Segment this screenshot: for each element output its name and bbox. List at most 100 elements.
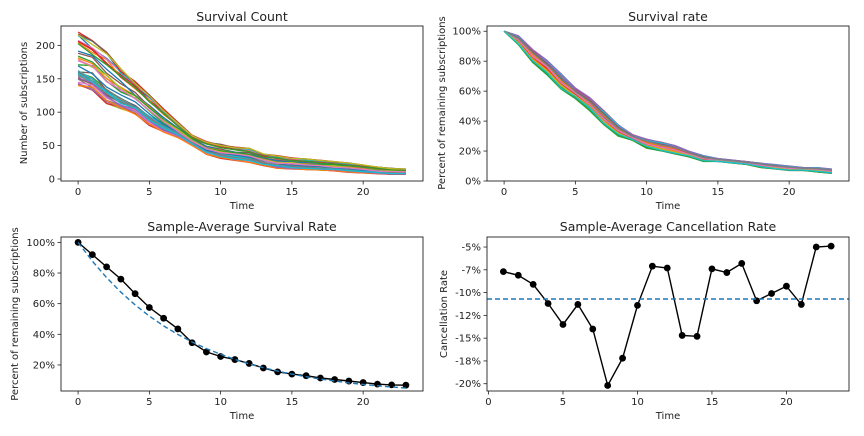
x-tick-label: 10 [631,397,644,408]
data-point [245,360,253,367]
panel-sample-average-cancellation-rate: Sample-Average Cancellation Rate 0 5 10 15 2… [439,219,850,422]
y-axis-label: Percent of remaining subscriptions [437,16,448,190]
y-tick-label: -15% [455,334,481,345]
series-line [77,65,406,174]
data-point [768,290,775,297]
data-point [708,265,716,273]
x-axis: 0 5 10 15 20 [501,181,796,198]
data-point [231,356,239,363]
x-tick-label: 0 [75,187,81,198]
x-tick-label: 15 [712,187,725,198]
data-point [738,260,746,267]
data-point [160,314,168,322]
x-axis: 0 5 10 15 20 [75,181,370,198]
panel-survival-rate: Survival rate 0 5 10 15 20 0% 20% 40% 60% 80% 100… [437,9,850,212]
y-tick-label: -10% [455,288,481,299]
x-tick-label: 0 [485,397,491,408]
data-point [88,251,96,259]
x-axis-label: Time [655,411,680,422]
y-tick-label: 80% [33,269,55,280]
series-line [78,84,406,175]
y-tick-label: 60% [459,87,481,98]
plot-frame [486,25,850,182]
data-point [604,382,612,389]
y-tick-label: 40% [459,117,481,128]
plot-frame [60,25,424,182]
x-tick-label: 5 [560,397,566,408]
x-tick-label: 10 [214,397,227,408]
x-tick-label: 0 [501,187,507,198]
chart-title: Survival rate [628,9,708,24]
data-point [514,271,522,279]
series-line [77,241,406,386]
y-tick-label: 50 [42,141,55,152]
x-tick-label: 10 [214,187,227,198]
chart-title: Sample-Average Survival Rate [147,219,337,234]
y-axis: -20% -18% -15% -12% -10% -7% -5% [455,243,487,390]
x-tick-label: 5 [572,187,578,198]
chart-title: Sample-Average Cancellation Rate [560,219,777,234]
x-tick-label: 20 [783,187,796,198]
series-line [77,70,406,174]
x-tick-label: 5 [146,397,152,408]
data-point [499,268,507,276]
data-point [559,321,567,328]
series-line [503,30,832,171]
plot-area [74,238,410,389]
data-point [402,381,410,389]
data-point [783,282,790,290]
y-tick-label: 80% [459,57,481,68]
y-tick-label: 0% [465,177,481,188]
data-point [812,243,820,251]
y-axis-label: Number of subscriptions [19,42,30,164]
y-tick-label: -5% [462,243,481,254]
y-tick-label: 60% [33,299,55,310]
data-point [145,304,153,311]
data-point [619,354,626,362]
y-tick-label: 150 [36,74,55,85]
data-point [827,242,835,250]
y-tick-label: 0 [49,174,55,185]
data-point [693,332,701,340]
data-point [117,275,125,283]
series-line [503,30,832,170]
x-tick-label: 10 [640,187,653,198]
data-point [302,372,310,380]
y-tick-label: 200 [36,41,55,52]
x-tick-label: 15 [286,397,299,408]
data-point [174,325,182,333]
series-line [77,43,406,171]
panel-survival-count: Survival Count 0 5 10 15 20 0 50 100 150 200 Tim… [19,9,424,212]
series-line [503,30,832,172]
y-tick-label: 40% [33,330,55,341]
series-line [77,34,406,170]
fit-curve-line [77,241,406,389]
data-point [678,332,686,339]
series-line [77,70,406,174]
y-tick-label: -20% [455,379,481,390]
x-axis: 0 5 10 15 20 [485,391,793,408]
plot-area [487,242,849,389]
y-axis: 20% 40% 60% 80% 100% [26,238,61,371]
data-point [131,290,139,298]
x-tick-label: 20 [357,397,370,408]
y-tick-label: -12% [455,311,481,322]
x-tick-label: 15 [706,397,719,408]
data-point [544,300,552,307]
x-axis-label: Time [229,201,254,212]
y-tick-label: 20% [459,147,481,158]
x-tick-label: 0 [75,397,81,408]
y-axis: 0 50 100 150 200 [36,41,61,185]
data-point [663,264,671,272]
x-axis-label: Time [229,411,254,422]
series-line [77,72,406,175]
y-tick-label: 100% [452,27,481,38]
data-point [723,269,731,276]
plot-frame [60,236,424,392]
x-tick-label: 5 [146,187,152,198]
data-point [529,280,537,288]
plot-area [77,31,406,175]
data-point [589,325,597,333]
data-point [634,301,641,309]
x-tick-label: 20 [357,187,370,198]
